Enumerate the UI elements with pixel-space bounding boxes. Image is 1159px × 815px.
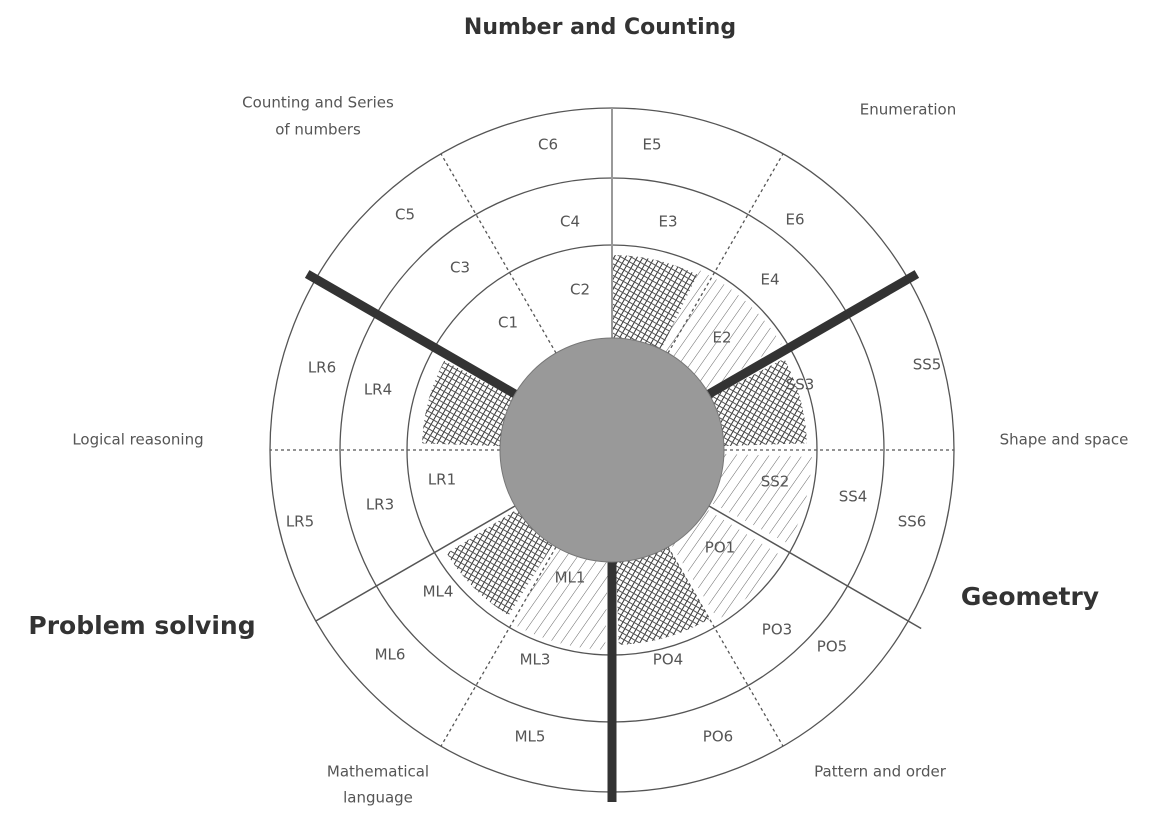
cell-label: C4: [560, 213, 580, 231]
cell-label: C3: [450, 259, 470, 277]
hatch: [422, 360, 514, 447]
spoke: [667, 546, 784, 747]
area-label: language: [343, 789, 413, 807]
cell-label: SS2: [761, 473, 790, 491]
cell-label: PO3: [762, 621, 792, 639]
spoke: [440, 546, 557, 747]
hatch: [446, 509, 553, 616]
cell-label: LR1: [428, 471, 456, 489]
cell-label: PO4: [653, 651, 683, 669]
domain-label: Geometry: [961, 582, 1099, 611]
cell-label: E4: [760, 271, 779, 289]
hatch: [671, 509, 782, 620]
cell-label: ML5: [515, 728, 546, 746]
cell-label: LR6: [308, 359, 336, 377]
cell-label: ML3: [520, 651, 551, 669]
cell-label: C1: [498, 314, 518, 332]
cell-label: LR4: [364, 381, 392, 399]
hatch: [661, 270, 782, 391]
cell-labels: C6 E5 C5 E6 C4 E3 C3 E4 C2 C1 E2 LR6 LR4 SS3 SS5 LR1 LR3…: [286, 136, 941, 746]
domain-divider: [706, 270, 920, 398]
cell-label: C2: [570, 281, 590, 299]
cell-label: C5: [395, 206, 415, 224]
cell-label: ML6: [375, 646, 406, 664]
cell-label: SS5: [913, 356, 942, 374]
wheel: [269, 107, 955, 802]
area-label: of numbers: [275, 121, 361, 139]
title: Number and Counting: [464, 15, 736, 40]
area-label: Mathematical: [327, 763, 429, 781]
cell-label: LR5: [286, 513, 314, 531]
cell-label: PO1: [705, 539, 735, 557]
hatch: [710, 358, 807, 447]
labels: Number and Counting Problem solving Geom…: [28, 15, 1128, 807]
domain-label: Problem solving: [28, 611, 255, 640]
area-label: Counting and Series: [242, 94, 394, 112]
cell-label: SS4: [839, 488, 868, 506]
hatch: [615, 546, 710, 645]
hatch: [612, 255, 698, 350]
cell-label: C6: [538, 136, 558, 154]
cell-label: E2: [712, 329, 731, 347]
cell-label: PO5: [817, 638, 847, 656]
spoke: [440, 153, 557, 354]
cell-label: E6: [785, 211, 804, 229]
spoke: [315, 505, 516, 622]
area-label: Pattern and order: [814, 763, 947, 781]
cell-label: E3: [658, 213, 677, 231]
cell-label: ML1: [555, 569, 586, 587]
cell-label: LR3: [366, 496, 394, 514]
area-label: Logical reasoning: [72, 431, 203, 449]
spoke: [708, 505, 922, 630]
hatch: [512, 546, 609, 650]
area-label: Enumeration: [860, 101, 956, 119]
hatch: [710, 453, 812, 544]
spoke: [667, 153, 784, 354]
cell-label: ML4: [423, 583, 454, 601]
domain-divider: [304, 270, 518, 398]
cell-label: SS6: [898, 513, 927, 531]
cell-label: PO6: [703, 728, 733, 746]
cell-label: E5: [642, 136, 661, 154]
cell-label: SS3: [786, 376, 815, 394]
area-label: Shape and space: [1000, 431, 1129, 449]
center-disc: [499, 337, 725, 563]
